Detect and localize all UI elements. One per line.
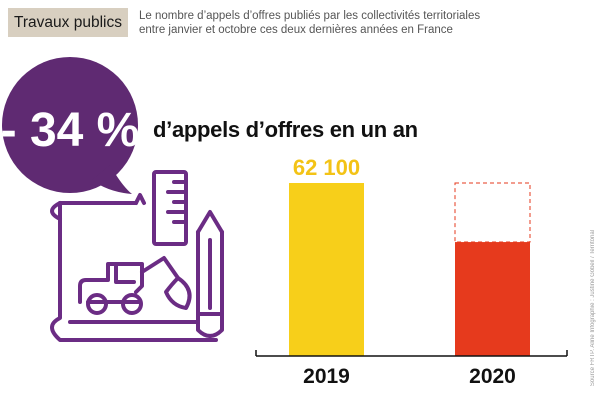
value-label-2019: 62 100	[293, 155, 360, 180]
source-credit: Source FRTP. Aline Infographie : Justine…	[590, 230, 596, 387]
category-label-2019: 2019	[303, 365, 350, 388]
excavator-icon	[78, 256, 192, 315]
blueprint-icon	[50, 193, 218, 342]
ruler-icon	[152, 170, 188, 246]
pencil-icon	[196, 210, 224, 338]
speech-bubble	[2, 57, 138, 194]
percent-change: - 34 %	[1, 104, 140, 157]
bar-2020	[455, 242, 530, 356]
subtitle-line-1: Le nombre d’appels d’offres publiés par …	[139, 10, 481, 22]
category-tag: Travaux publics	[8, 8, 128, 37]
headline: d’appels d’offres en un an	[153, 117, 418, 142]
subtitle-line-2: entre janvier et octobre ces deux derniè…	[139, 24, 453, 36]
illustration: - 34 %	[1, 57, 224, 342]
subtitle: Le nombre d’appels d’offres publiés par …	[139, 9, 559, 37]
bar-2019	[289, 183, 364, 356]
value-label-2020: 40 900	[459, 214, 526, 239]
category-label-2020: 2020	[469, 365, 516, 388]
